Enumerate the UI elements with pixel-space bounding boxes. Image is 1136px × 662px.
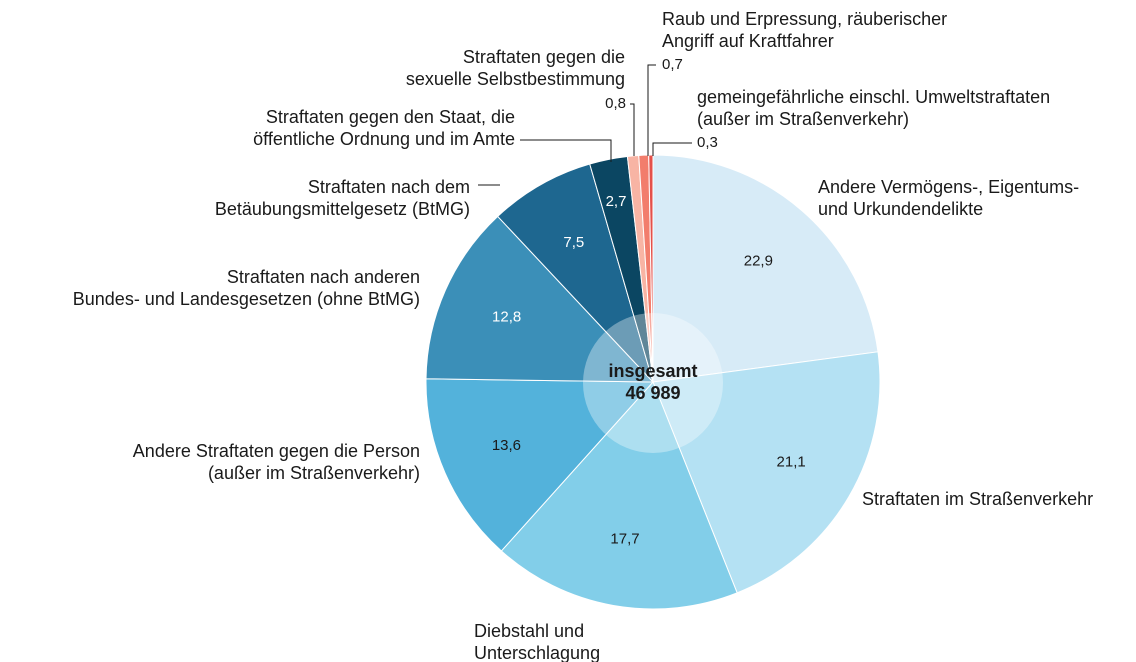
category-label: Straftaten im Straßenverkehr — [862, 489, 1093, 509]
category-label: Straftaten gegen den Staat, die — [266, 107, 515, 127]
category-label: öffentliche Ordnung und im Amte — [253, 129, 515, 149]
value-label: 0,3 — [697, 134, 718, 151]
pie-slice — [500, 381, 738, 610]
pie-slice — [425, 378, 655, 552]
value-label: 21,1 — [777, 454, 806, 471]
value-label: 22,9 — [744, 253, 773, 270]
center-value: 46 989 — [625, 383, 680, 403]
pie-slice — [652, 351, 881, 594]
leader-line — [652, 142, 692, 156]
category-label: Unterschlagung — [474, 643, 600, 662]
value-label: 13,6 — [492, 437, 521, 454]
category-label: Bundes- und Landesgesetzen (ohne BtMG) — [73, 289, 420, 309]
pie-slice — [652, 154, 879, 383]
category-label: (außer im Straßenverkehr) — [697, 109, 909, 129]
value-label: 12,8 — [492, 308, 521, 325]
category-label: gemeingefährliche einschl. Umweltstrafta… — [697, 87, 1050, 107]
leader-line — [647, 64, 656, 156]
category-label: sexuelle Selbstbestimmung — [406, 69, 625, 89]
category-label: Andere Straftaten gegen die Person — [133, 441, 420, 461]
category-label: Straftaten nach dem — [308, 177, 470, 197]
pie-slice — [497, 163, 654, 383]
center-title: insgesamt — [608, 361, 697, 381]
category-label: Straftaten nach anderen — [227, 267, 420, 287]
category-label: Diebstahl und — [474, 621, 584, 641]
category-label: Betäubungsmittelgesetz (BtMG) — [215, 199, 470, 219]
category-label: und Urkundendelikte — [818, 199, 983, 219]
pie — [425, 154, 881, 610]
category-label: Raub und Erpressung, räuberischer — [662, 9, 947, 29]
category-label: Angriff auf Kraftfahrer — [662, 31, 834, 51]
value-label: 0,7 — [662, 56, 683, 73]
category-label: Straftaten gegen die — [463, 47, 625, 67]
center-circle — [583, 313, 723, 453]
category-label: (außer im Straßenverkehr) — [208, 463, 420, 483]
leader-line — [520, 139, 612, 162]
value-label: 0,8 — [605, 95, 626, 112]
pie-slice — [425, 215, 655, 383]
value-label: 17,7 — [610, 531, 639, 548]
value-label: 2,7 — [606, 193, 627, 210]
category-label: Andere Vermögens-, Eigentums- — [818, 177, 1079, 197]
leader-line — [630, 103, 635, 156]
value-label: 7,5 — [563, 234, 584, 251]
